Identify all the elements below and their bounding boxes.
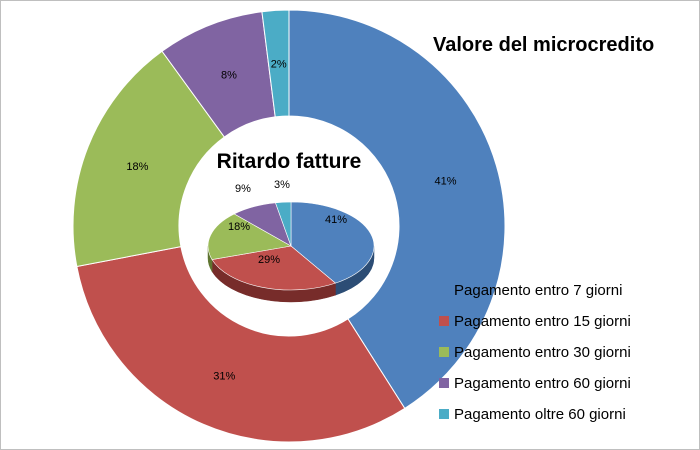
donut-slices bbox=[72, 9, 506, 443]
pie-title: Ritardo fatture bbox=[217, 150, 362, 173]
legend-label: Pagamento entro 60 giorni bbox=[454, 375, 631, 392]
legend-item: Pagamento entro 7 giorni bbox=[454, 282, 622, 299]
legend-swatch bbox=[439, 347, 449, 357]
pie-data-label: 18% bbox=[228, 221, 250, 233]
donut-data-label: 31% bbox=[213, 371, 235, 383]
donut-title: Valore del microcredito bbox=[433, 34, 654, 56]
legend-label: Pagamento entro 30 giorni bbox=[454, 344, 631, 361]
donut-slice-pagamento-entro-15-giorni bbox=[76, 246, 406, 443]
legend-label: Pagamento oltre 60 giorni bbox=[454, 406, 626, 423]
pie-data-label: 41% bbox=[325, 214, 347, 226]
donut-data-label: 2% bbox=[271, 58, 287, 70]
donut-data-label: 18% bbox=[126, 161, 148, 173]
legend-swatch bbox=[439, 409, 449, 419]
pie-data-label: 3% bbox=[274, 179, 290, 191]
donut-data-label: 8% bbox=[221, 69, 237, 81]
legend-swatch bbox=[439, 378, 449, 388]
pie-slice-pagamento-entro-30-giorni bbox=[207, 213, 292, 260]
donut-data-label: 41% bbox=[435, 176, 457, 188]
pie-data-labels: 41% 29% 18% 9% 3% bbox=[228, 179, 347, 266]
pie-slices bbox=[207, 201, 375, 291]
legend-item: Pagamento entro 30 giorni bbox=[439, 344, 631, 361]
pie-data-label: 9% bbox=[235, 183, 251, 195]
legend-swatch bbox=[439, 316, 449, 326]
pie-data-label: 29% bbox=[258, 254, 280, 266]
legend-item: Pagamento entro 60 giorni bbox=[439, 375, 631, 392]
donut-slice-pagamento-entro-7-giorni bbox=[288, 9, 506, 410]
donut-slice-pagamento-oltre-60-giorni bbox=[261, 9, 290, 118]
pie-slice-pagamento-entro-7-giorni bbox=[290, 201, 375, 284]
legend-label: Pagamento entro 7 giorni bbox=[454, 282, 622, 299]
pie-slice-pagamento-entro-15-giorni bbox=[211, 245, 337, 291]
legend-label: Pagamento entro 15 giorni bbox=[454, 313, 631, 330]
legend-item: Pagamento entro 15 giorni bbox=[439, 313, 631, 330]
donut-data-labels: 41% 31% 18% 8% 2% bbox=[126, 58, 456, 382]
legend-item: Pagamento oltre 60 giorni bbox=[439, 406, 626, 423]
legend: Pagamento entro 7 giorni Pagamento entro … bbox=[439, 282, 631, 423]
donut-slice-pagamento-entro-30-giorni bbox=[72, 50, 226, 268]
pie-slice-pagamento-oltre-60-giorni bbox=[275, 201, 292, 247]
